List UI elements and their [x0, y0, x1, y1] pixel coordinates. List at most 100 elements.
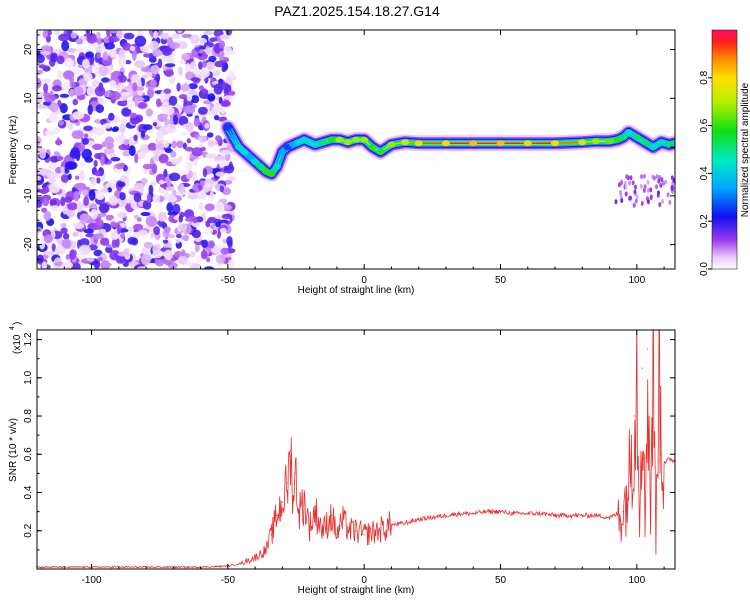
noise-blob [220, 149, 232, 155]
noise-blob [658, 202, 662, 208]
noise-blob [660, 177, 664, 183]
noise-blob [42, 30, 49, 39]
noise-blob [215, 135, 222, 142]
noise-blob [217, 219, 229, 224]
noise-blob [87, 104, 93, 115]
snr-point [459, 513, 461, 515]
noise-blob [171, 140, 177, 149]
ridge-point [376, 148, 385, 155]
noise-blob [190, 77, 200, 82]
noise-blob [215, 155, 227, 160]
noise-blob [668, 200, 672, 205]
ridge-point [240, 148, 249, 155]
noise-blob [169, 42, 181, 49]
noise-blob [634, 198, 638, 204]
noise-blob [202, 88, 207, 95]
snr-point [445, 514, 447, 517]
noise-blob [161, 101, 170, 113]
noise-blob [646, 180, 650, 185]
noise-blob [212, 69, 221, 77]
noise-blob [657, 178, 661, 184]
noise-blob [207, 61, 214, 71]
noise-blob [220, 100, 231, 107]
noise-blob [66, 209, 74, 217]
colorbar-ticks: 0.0 0.2 0.4 0.6 0.8 [699, 70, 712, 276]
noise-blob [132, 81, 138, 92]
noise-blob [98, 205, 109, 211]
noise-blob [138, 229, 148, 236]
noise-blob [160, 90, 166, 102]
noise-blob [649, 187, 653, 193]
ridge-point [335, 136, 344, 143]
noise-blob [205, 45, 211, 56]
noise-blob [83, 196, 89, 207]
noise-blob [185, 63, 191, 73]
noise-blob [96, 257, 103, 262]
ridge-point [605, 138, 614, 145]
noise-blob [90, 176, 97, 186]
spectrogram-y-label: Frequency (Hz) [8, 116, 19, 185]
x-tick-label: -50 [221, 575, 236, 586]
noise-blob [177, 155, 183, 163]
noise-blob [50, 205, 60, 212]
noise-blob [65, 254, 71, 260]
noise-blob [122, 150, 131, 157]
noise-blob [67, 173, 72, 180]
noise-blob [220, 247, 229, 255]
noise-blob [61, 40, 70, 52]
noise-blob [190, 34, 200, 45]
noise-blob [218, 50, 225, 61]
noise-blob [141, 254, 151, 265]
noise-blob [202, 168, 208, 178]
snr-point [652, 346, 654, 348]
noise-blob [125, 198, 132, 204]
noise-blob [156, 98, 161, 108]
noise-blob [37, 226, 43, 233]
noise-blob [72, 86, 84, 97]
ridge-point [401, 139, 410, 146]
noise-blob [112, 126, 120, 132]
noise-blob [188, 170, 193, 179]
snr-multiplier: (x10 4 ) [9, 322, 23, 354]
ridge-point [223, 124, 232, 131]
noise-blob [180, 60, 187, 65]
noise-blob [125, 59, 132, 65]
snr-x-label: Height of straight line (km) [298, 585, 415, 596]
noise-blob [47, 171, 58, 179]
noise-blob [165, 123, 177, 134]
noise-blob [169, 172, 181, 182]
noise-blob [628, 180, 632, 186]
noise-blob [670, 184, 674, 190]
y-tick-label: 1.2 [23, 332, 34, 346]
noise-blob [103, 147, 115, 155]
noise-blob [177, 255, 188, 265]
noise-blob [153, 226, 161, 236]
noise-blob [94, 170, 102, 177]
noise-blob [141, 247, 148, 255]
y-tick-label: -20 [23, 237, 34, 252]
noise-blob [198, 106, 208, 115]
noise-blob [43, 186, 50, 193]
noise-blob [181, 131, 188, 136]
noise-blob [74, 175, 80, 180]
y-tick-label: -10 [23, 188, 34, 203]
snr-point [254, 556, 256, 559]
noise-blob [219, 227, 227, 234]
noise-blob [167, 195, 178, 203]
noise-blob [642, 187, 646, 193]
noise-blob [227, 70, 235, 79]
snr-multiplier-close: ) [12, 322, 23, 325]
snr-point [363, 534, 365, 536]
noise-blob [194, 244, 200, 253]
noise-blob [106, 30, 111, 38]
ridge-point [311, 141, 320, 148]
noise-blob [108, 112, 115, 121]
noise-blob [227, 176, 236, 182]
noise-blob [205, 153, 216, 159]
noise-blob [131, 74, 142, 83]
noise-blob [219, 159, 224, 169]
noise-blob [123, 248, 130, 258]
noise-blob [95, 37, 105, 44]
noise-blob [152, 49, 163, 57]
